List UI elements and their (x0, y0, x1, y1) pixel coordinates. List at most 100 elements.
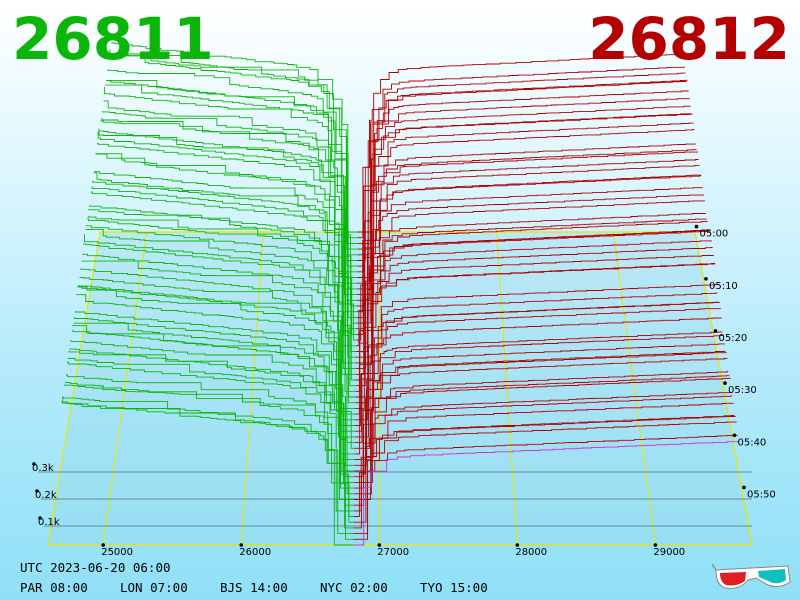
bid-depth-line (88, 208, 356, 375)
z-tick-label: 0.1k (38, 517, 60, 528)
bid-depth-line (87, 215, 356, 381)
x-tick-label: 25000 (101, 547, 133, 558)
tz-tokyo: TYO 15:00 (420, 580, 488, 595)
bid-depth-line (77, 286, 355, 444)
ask-depth-line (353, 395, 733, 512)
bid-depth-line (78, 284, 355, 438)
x-tick-dot (377, 543, 382, 547)
x-gridline (612, 231, 656, 546)
bid-depth-line (68, 350, 354, 500)
chart-grid (38, 231, 752, 546)
ask-depth-line (356, 200, 705, 352)
ask-depth-line (355, 255, 714, 404)
time-tick-dot (742, 485, 746, 490)
ask-depth-line (354, 331, 723, 455)
time-tick-dot (694, 224, 699, 229)
ask-depth-line (355, 292, 718, 426)
bid-depth-line (96, 142, 357, 324)
ask-depth-line (355, 229, 710, 381)
z-tick-dot (38, 516, 42, 520)
ask-depth-line (355, 220, 708, 370)
ask-depth-line (356, 175, 702, 335)
bid-depth-line (93, 171, 357, 341)
x-tick-dot (101, 543, 106, 547)
ask-price: 26812 (588, 5, 790, 73)
bid-depth-line (66, 361, 354, 512)
bid-depth-line (96, 153, 357, 330)
z-tick-label: 0.3k (32, 463, 54, 474)
bid-depth-line (62, 396, 354, 540)
time-tick-label: 05:00 (699, 229, 728, 240)
ask-depth-line (356, 151, 698, 313)
bid-depth-series (61, 42, 358, 546)
bid-depth-line (73, 322, 355, 472)
ask-depth-line (357, 113, 692, 278)
ask-depth-line (353, 441, 739, 546)
ask-depth-line (357, 122, 694, 290)
bid-depth-line (109, 49, 358, 244)
x-tick-label: 26000 (239, 547, 271, 558)
bid-depth-line (90, 191, 356, 364)
time-tick-label: 05:50 (747, 489, 776, 500)
bid-depth-line (71, 325, 355, 483)
tz-london: LON 07:00 (120, 580, 188, 595)
bid-depth-line (98, 128, 357, 313)
ask-depth-line (356, 164, 700, 324)
z-tick-dot (35, 489, 39, 493)
axis-labels: 25000 26000 27000 28000 29000 0.1k 0.2k 0.3k 05:… (32, 224, 776, 558)
x-tick-label: 29000 (653, 547, 685, 558)
ask-depth-line (355, 230, 711, 387)
ask-depth-line (354, 357, 728, 483)
x-tick-dot (239, 543, 244, 547)
ask-depth-line (354, 352, 727, 478)
ask-depth-line (355, 284, 717, 421)
ask-depth-line (356, 218, 707, 364)
bid-depth-line (77, 286, 355, 449)
x-tick-dot (515, 543, 520, 547)
ask-depth-line (354, 343, 725, 466)
bid-depth-line (74, 311, 355, 461)
ask-depth-line (356, 212, 706, 358)
bid-depth-line (84, 234, 356, 404)
3d-glasses-icon[interactable] (712, 560, 792, 592)
ask-depth-line (354, 335, 724, 461)
time-tick-dot (723, 381, 727, 385)
bid-depth-line (64, 382, 354, 523)
bid-depth-line (83, 243, 356, 409)
bid-depth-line (67, 357, 354, 506)
ask-depth-line (356, 187, 703, 341)
bid-depth-line (69, 348, 354, 495)
ask-depth-series (353, 53, 739, 546)
bid-depth-line (111, 42, 358, 233)
ask-depth-line (355, 240, 712, 392)
time-tick-dot (704, 276, 708, 281)
ask-depth-line (354, 308, 721, 444)
bid-depth-line (89, 205, 356, 370)
bid-depth-line (103, 100, 358, 284)
ask-depth-line (354, 375, 730, 495)
ask-depth-line (353, 421, 737, 535)
bid-depth-line (80, 268, 356, 426)
time-tick-label: 05:40 (737, 437, 766, 448)
ask-depth-line (357, 90, 689, 261)
ask-depth-line (357, 81, 687, 250)
bid-depth-line (61, 401, 354, 546)
ask-depth-line (355, 262, 716, 415)
bid-depth-line (102, 111, 358, 290)
ask-depth-line (356, 194, 704, 347)
ask-depth-line (356, 149, 697, 307)
bid-depth-line (86, 218, 356, 387)
time-tick-dot (713, 329, 718, 333)
bid-depth-line (64, 384, 354, 529)
x-gridline (240, 231, 264, 546)
ask-depth-line (356, 159, 699, 318)
ask-depth-line (357, 98, 690, 267)
x-gridline (102, 231, 148, 546)
bid-depth-line (85, 225, 356, 392)
ask-depth-line (353, 402, 734, 517)
bid-depth-line (91, 186, 357, 358)
ask-depth-line (354, 377, 731, 500)
x-tick-label: 28000 (515, 547, 547, 558)
bid-depth-line (105, 84, 358, 273)
